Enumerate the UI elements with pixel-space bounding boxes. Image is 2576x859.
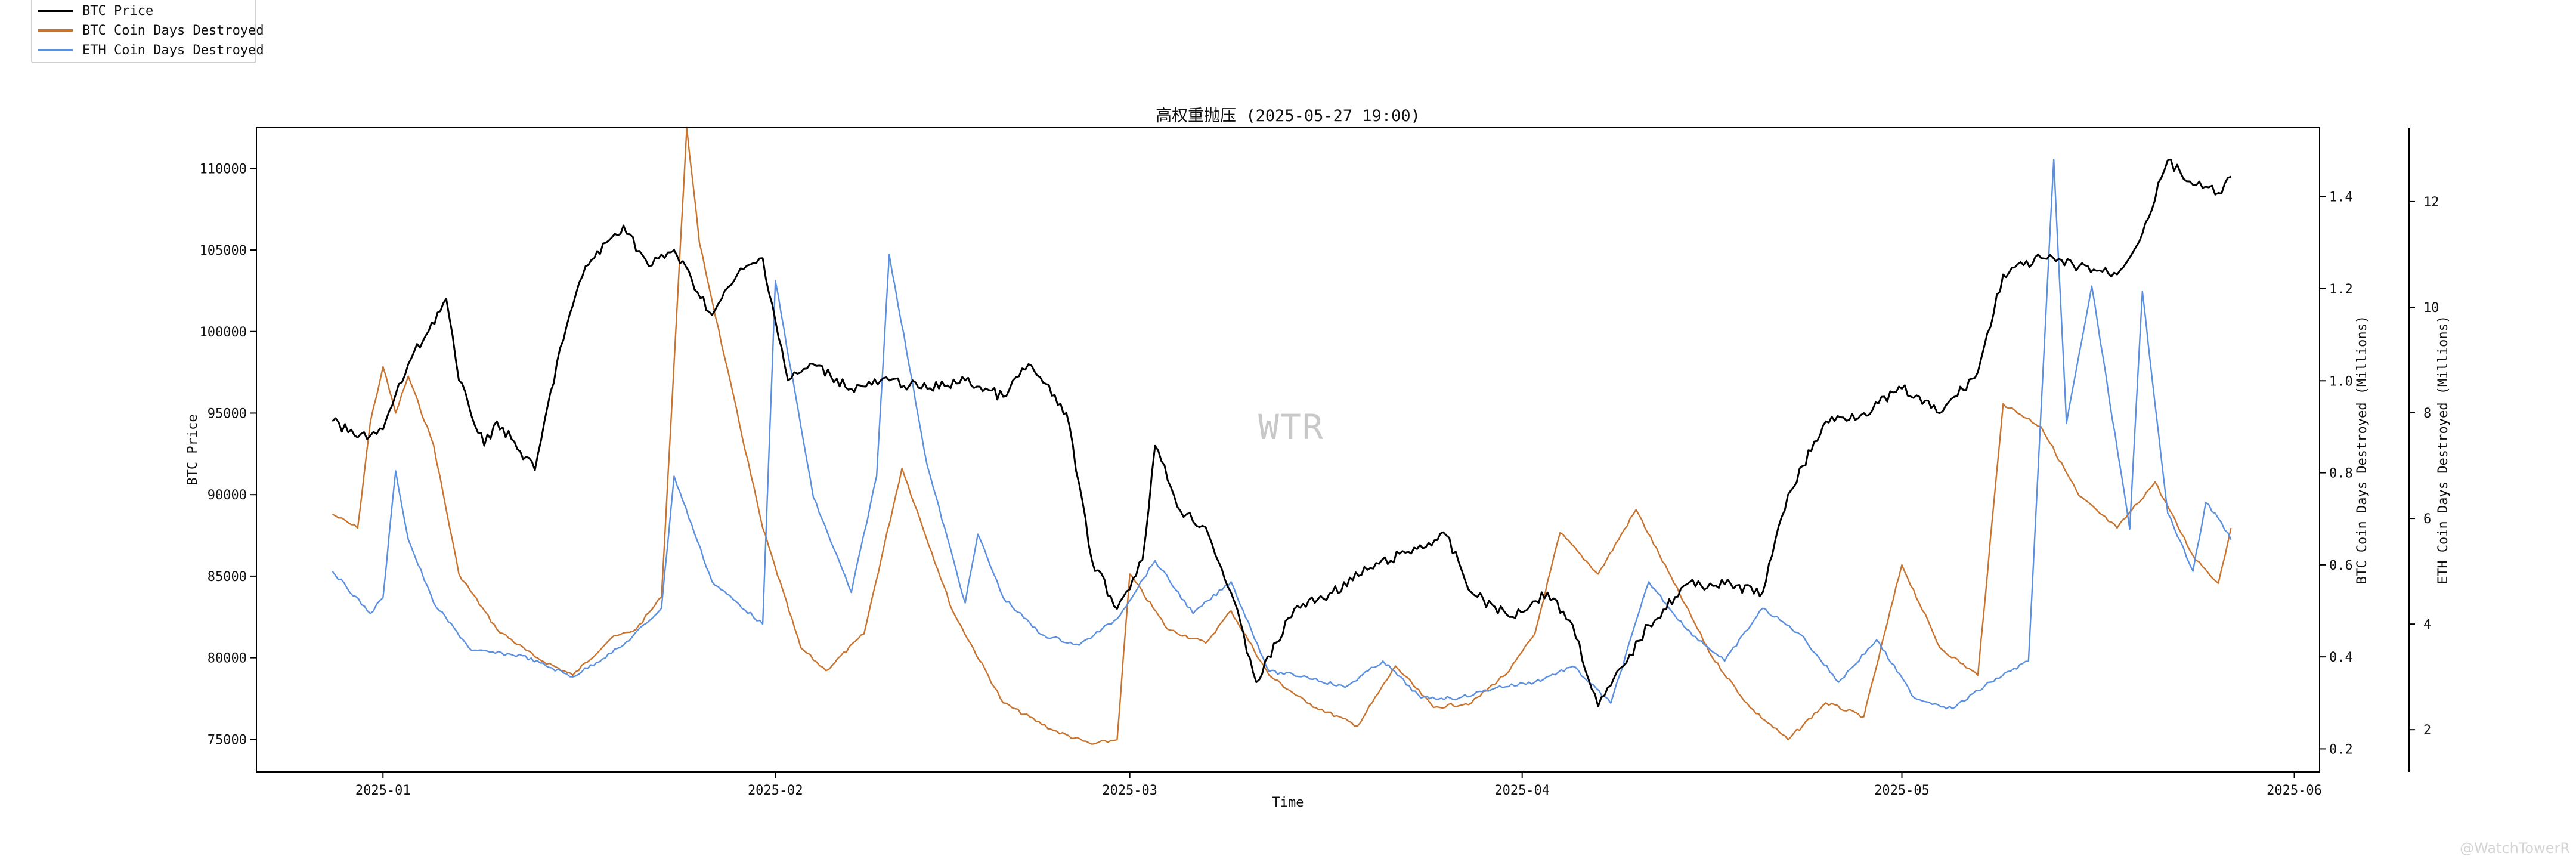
- legend-item-btc-price: BTC Price: [38, 2, 153, 20]
- left-tick-label: 85000: [208, 570, 247, 585]
- x-axis-label: Time: [1272, 795, 1304, 810]
- series-layer: [332, 126, 2232, 745]
- right-axis-eth-cdd: 2 4 6 8 10 12: [2408, 128, 2439, 772]
- y-axis-label-right-1: BTC Coin Days Destroyed (Millions): [2355, 316, 2370, 584]
- left-tick-label: 75000: [208, 733, 247, 747]
- right1-tick-label: 0.8: [2329, 466, 2353, 481]
- credit-text: @WatchTowerR: [2460, 840, 2570, 857]
- x-tick-label: 2025-06: [2267, 783, 2322, 798]
- x-tick-label: 2025-05: [1874, 783, 1930, 798]
- legend-label: BTC Price: [82, 3, 154, 18]
- legend-item-eth-cdd: ETH Coin Days Destroyed: [38, 41, 264, 59]
- left-tick-label: 110000: [200, 162, 247, 177]
- legend-swatch: [38, 10, 73, 12]
- right1-tick-label: 0.4: [2329, 650, 2353, 665]
- y-axis-label-right-2: ETH Coin Days Destroyed (Millions): [2436, 316, 2451, 584]
- left-tick-label: 95000: [208, 406, 247, 421]
- right1-tick-label: 1.0: [2329, 374, 2353, 389]
- x-tick-label: 2025-02: [748, 783, 803, 798]
- series-line-btc-coin-days-destroyed: [332, 126, 2232, 745]
- right1-tick-label: 1.4: [2329, 190, 2353, 205]
- series-line-btc-price: [332, 159, 2231, 708]
- x-tick-label: 2025-03: [1102, 783, 1157, 798]
- legend-label: ETH Coin Days Destroyed: [82, 42, 264, 58]
- right1-tick-label: 1.2: [2329, 282, 2353, 297]
- right2-tick-label: 2: [2423, 723, 2431, 738]
- legend-swatch: [38, 49, 73, 51]
- chart-title: 高权重抛压 (2025-05-27 19:00): [1156, 107, 1420, 125]
- watermark: WTR: [1258, 407, 1324, 447]
- right1-tick-label: 0.6: [2329, 558, 2353, 573]
- right2-tick-label: 4: [2423, 617, 2431, 632]
- series-line-eth-coin-days-destroyed: [332, 158, 2232, 710]
- left-axis: 75000 80000 85000 90000 95000 100000 105000 110…: [200, 162, 256, 747]
- bottom-axis: 2025-01 2025-02 2025-03 2025-04 2025-05 2025-…: [355, 772, 2322, 798]
- right2-tick-label: 6: [2423, 512, 2431, 527]
- right2-tick-label: 12: [2423, 195, 2439, 210]
- left-tick-label: 100000: [200, 325, 247, 340]
- right2-tick-label: 10: [2423, 301, 2439, 316]
- left-tick-label: 90000: [208, 488, 247, 503]
- left-tick-label: 105000: [200, 243, 247, 258]
- x-tick-label: 2025-01: [355, 783, 411, 798]
- x-tick-label: 2025-04: [1494, 783, 1550, 798]
- legend-item-btc-cdd: BTC Coin Days Destroyed: [38, 21, 264, 39]
- right-axis-btc-cdd: 0.2 0.4 0.6 0.8 1.0 1.2 1.4: [2320, 190, 2353, 757]
- chart-legend: BTC Price BTC Coin Days Destroyed ETH Co…: [31, 0, 264, 63]
- y-axis-label-left: BTC Price: [185, 414, 200, 485]
- right1-tick-label: 0.2: [2329, 742, 2353, 757]
- plot-frame: [256, 127, 2320, 773]
- left-tick-label: 80000: [208, 651, 247, 666]
- legend-swatch: [38, 29, 73, 32]
- right2-tick-label: 8: [2423, 406, 2431, 421]
- legend-label: BTC Coin Days Destroyed: [82, 23, 264, 38]
